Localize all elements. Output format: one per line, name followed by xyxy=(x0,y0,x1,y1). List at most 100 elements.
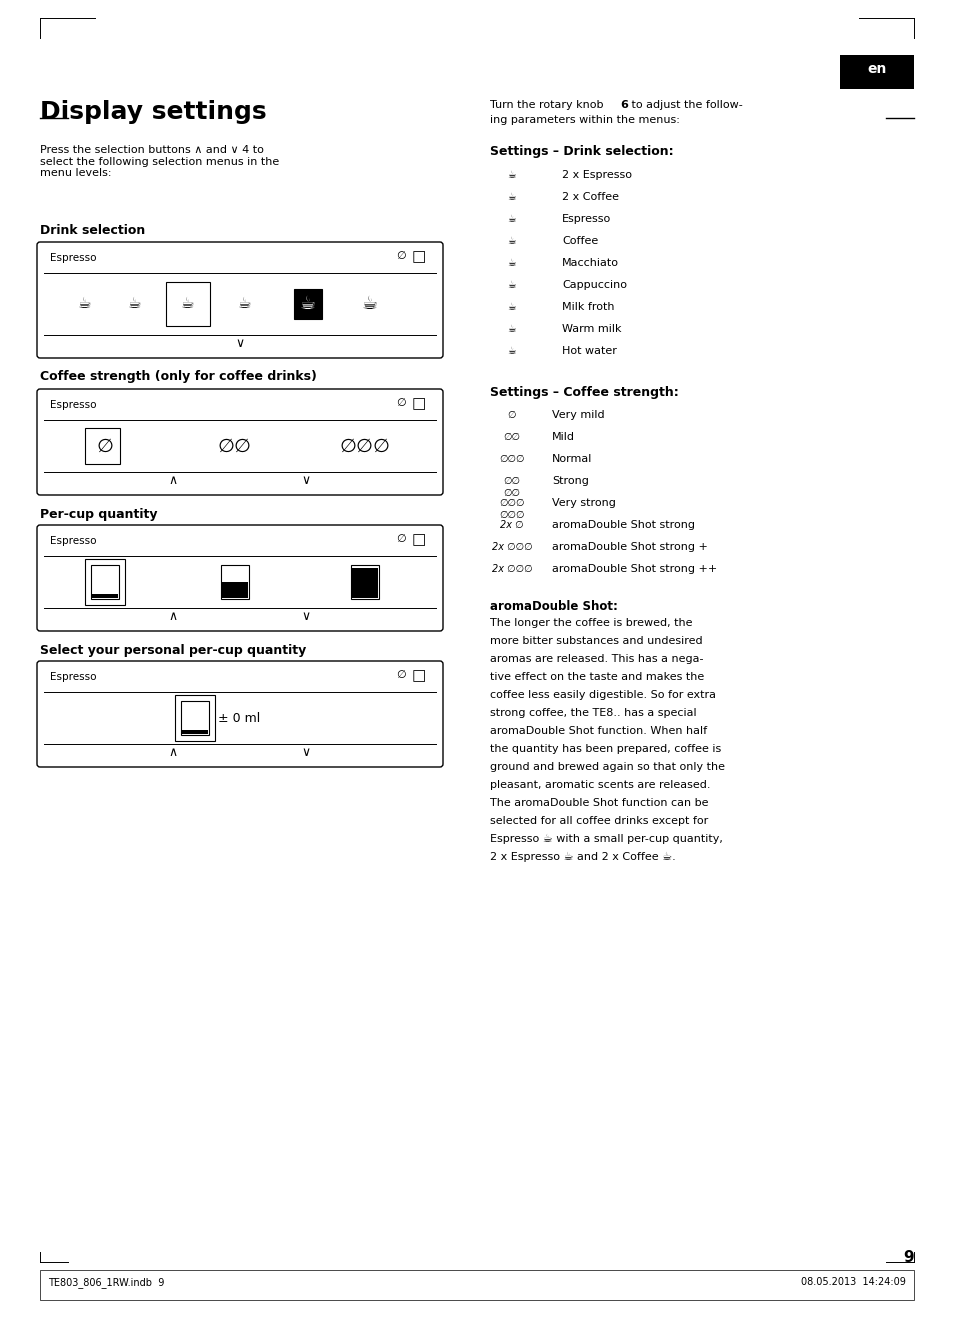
Text: ☕: ☕ xyxy=(78,297,91,311)
Text: aromaDouble Shot strong +: aromaDouble Shot strong + xyxy=(552,542,707,552)
Text: ☕: ☕ xyxy=(507,214,516,224)
Text: ∅: ∅ xyxy=(395,534,405,544)
Text: Warm milk: Warm milk xyxy=(561,324,620,333)
Text: Espresso: Espresso xyxy=(50,399,96,410)
Text: Per-cup quantity: Per-cup quantity xyxy=(40,507,157,521)
Text: Very strong: Very strong xyxy=(552,498,616,507)
Text: ∅∅∅: ∅∅∅ xyxy=(498,453,524,464)
Text: ∨: ∨ xyxy=(301,474,311,486)
FancyBboxPatch shape xyxy=(37,662,442,767)
Text: 6: 6 xyxy=(619,100,627,109)
Text: ☕: ☕ xyxy=(507,170,516,181)
Bar xyxy=(166,282,210,326)
Text: Coffee: Coffee xyxy=(561,236,598,246)
Text: ☕: ☕ xyxy=(507,347,516,356)
Text: ∅: ∅ xyxy=(96,436,113,456)
Text: ∅: ∅ xyxy=(395,250,405,261)
Text: 2 x Espresso ☕ and 2 x Coffee ☕.: 2 x Espresso ☕ and 2 x Coffee ☕. xyxy=(490,851,675,862)
Text: Espresso: Espresso xyxy=(50,253,96,264)
Text: ∅∅∅
∅∅∅: ∅∅∅ ∅∅∅ xyxy=(498,498,524,519)
Text: Espresso: Espresso xyxy=(561,214,611,224)
Text: ± 0 ml: ± 0 ml xyxy=(218,712,260,725)
Text: Select your personal per-cup quantity: Select your personal per-cup quantity xyxy=(40,645,306,656)
FancyBboxPatch shape xyxy=(37,389,442,496)
Text: strong coffee, the TE8.. has a special: strong coffee, the TE8.. has a special xyxy=(490,708,696,718)
Text: ☕: ☕ xyxy=(507,279,516,290)
Text: 2x ∅∅∅: 2x ∅∅∅ xyxy=(491,542,532,552)
Text: Coffee strength (only for coffee drinks): Coffee strength (only for coffee drinks) xyxy=(40,370,316,384)
Text: ∅∅: ∅∅ xyxy=(218,436,252,456)
Text: Settings – Coffee strength:: Settings – Coffee strength: xyxy=(490,386,678,399)
Bar xyxy=(85,428,120,464)
Bar xyxy=(840,55,913,90)
Bar xyxy=(85,559,125,605)
Text: □: □ xyxy=(412,395,426,411)
Text: ∧: ∧ xyxy=(169,610,177,623)
Text: ∅∅
∅∅: ∅∅ ∅∅ xyxy=(503,476,520,498)
FancyBboxPatch shape xyxy=(37,243,442,358)
Text: ☕: ☕ xyxy=(507,302,516,312)
Text: Display settings: Display settings xyxy=(40,100,266,124)
Text: ☕: ☕ xyxy=(361,295,377,312)
Text: ∨: ∨ xyxy=(235,337,244,351)
Text: ☕: ☕ xyxy=(507,258,516,268)
Text: Espresso ☕ with a small per-cup quantity,: Espresso ☕ with a small per-cup quantity… xyxy=(490,834,722,845)
Text: Hot water: Hot water xyxy=(561,347,617,356)
Text: 2 x Espresso: 2 x Espresso xyxy=(561,170,631,181)
Text: The longer the coffee is brewed, the: The longer the coffee is brewed, the xyxy=(490,618,692,627)
Bar xyxy=(181,701,209,735)
Text: ing parameters within the menus:: ing parameters within the menus: xyxy=(490,115,679,125)
Text: ☕: ☕ xyxy=(128,297,142,311)
Text: ☕: ☕ xyxy=(507,236,516,246)
Text: aromas are released. This has a nega-: aromas are released. This has a nega- xyxy=(490,654,702,664)
Text: Espresso: Espresso xyxy=(50,536,96,546)
Text: ∅∅: ∅∅ xyxy=(503,432,520,442)
Text: Press the selection buttons ∧ and ∨ 4 to
select the following selection menus in: Press the selection buttons ∧ and ∨ 4 to… xyxy=(40,145,279,178)
Text: aromaDouble Shot function. When half: aromaDouble Shot function. When half xyxy=(490,726,706,735)
Bar xyxy=(91,594,118,598)
Bar xyxy=(174,695,214,741)
Text: Strong: Strong xyxy=(552,476,588,486)
Text: ∅: ∅ xyxy=(395,670,405,680)
Text: □: □ xyxy=(412,532,426,547)
Bar xyxy=(351,565,378,598)
Bar xyxy=(222,583,248,598)
Bar xyxy=(91,565,119,598)
Text: ☕: ☕ xyxy=(238,297,252,311)
Bar xyxy=(221,565,249,598)
Text: aromaDouble Shot strong: aromaDouble Shot strong xyxy=(552,521,695,530)
Text: Drink selection: Drink selection xyxy=(40,224,145,237)
Text: ∨: ∨ xyxy=(301,610,311,623)
Text: TE803_806_1RW.indb  9: TE803_806_1RW.indb 9 xyxy=(48,1277,164,1288)
Text: ☕: ☕ xyxy=(507,192,516,202)
Text: □: □ xyxy=(412,249,426,264)
Text: 08.05.2013  14:24:09: 08.05.2013 14:24:09 xyxy=(801,1277,905,1286)
Text: Espresso: Espresso xyxy=(50,672,96,681)
Text: ∧: ∧ xyxy=(169,474,177,486)
Text: the quantity has been prepared, coffee is: the quantity has been prepared, coffee i… xyxy=(490,743,720,754)
Text: □: □ xyxy=(412,668,426,683)
Bar xyxy=(182,730,208,734)
FancyBboxPatch shape xyxy=(37,525,442,631)
Text: Mild: Mild xyxy=(552,432,575,442)
Text: en: en xyxy=(866,62,885,76)
Text: Normal: Normal xyxy=(552,453,592,464)
Text: 2x ∅∅∅: 2x ∅∅∅ xyxy=(491,564,532,575)
Text: 2 x Coffee: 2 x Coffee xyxy=(561,192,618,202)
Text: pleasant, aromatic scents are released.: pleasant, aromatic scents are released. xyxy=(490,780,710,789)
Text: ∧: ∧ xyxy=(169,746,177,759)
Text: ∨: ∨ xyxy=(301,746,311,759)
Text: The aromaDouble Shot function can be: The aromaDouble Shot function can be xyxy=(490,797,708,808)
Text: aromaDouble Shot:: aromaDouble Shot: xyxy=(490,600,618,613)
Text: ☕: ☕ xyxy=(181,297,194,311)
Text: 9: 9 xyxy=(902,1249,913,1265)
Text: Very mild: Very mild xyxy=(552,410,604,420)
Text: 2x ∅: 2x ∅ xyxy=(499,521,523,530)
Text: Cappuccino: Cappuccino xyxy=(561,279,626,290)
Bar xyxy=(352,568,377,598)
Text: Settings – Drink selection:: Settings – Drink selection: xyxy=(490,145,673,158)
Text: ground and brewed again so that only the: ground and brewed again so that only the xyxy=(490,762,724,772)
Text: ☕: ☕ xyxy=(507,324,516,333)
Text: aromaDouble Shot strong ++: aromaDouble Shot strong ++ xyxy=(552,564,717,575)
Text: Macchiato: Macchiato xyxy=(561,258,618,268)
